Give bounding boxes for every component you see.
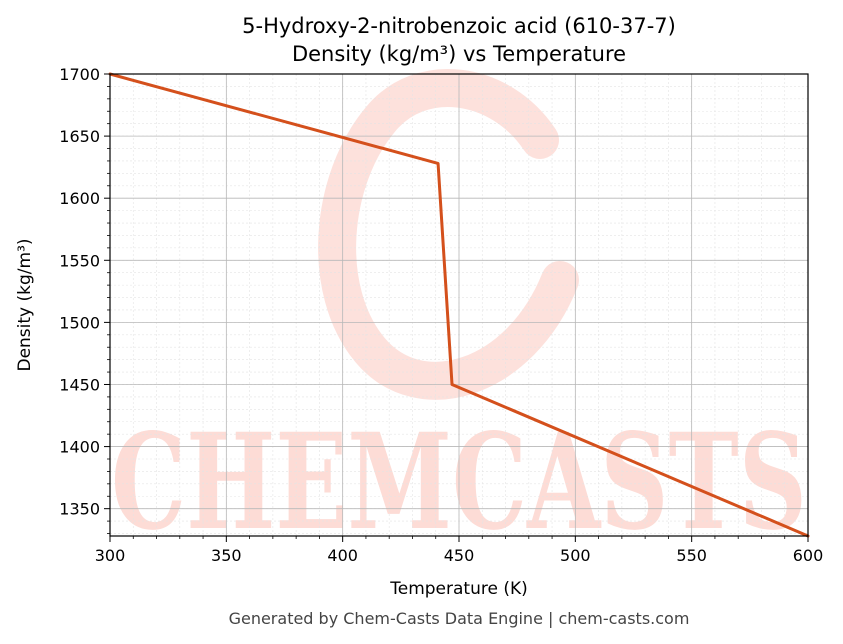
y-tick-label: 1600 [59,189,100,208]
series-layer [108,72,810,538]
y-tick-label: 1450 [59,375,100,394]
y-tick-label: 1400 [59,438,100,457]
chart-title-line2: Density (kg/m³) vs Temperature [292,42,626,66]
density-series-line [108,72,810,538]
x-tick-label: 350 [211,546,242,565]
x-tick-label: 550 [676,546,707,565]
y-tick-label: 1700 [59,65,100,84]
x-axis-label: Temperature (K) [389,579,528,599]
x-tick-label: 300 [95,546,126,565]
y-axis: 1350 1400 1450 1500 1550 1600 1650 1700 [59,65,110,534]
y-axis-label: Density (kg/m³) [15,238,35,371]
y-tick-label: 1550 [59,251,100,270]
x-tick-label: 600 [793,546,824,565]
x-tick-label: 450 [444,546,475,565]
y-tick-label: 1350 [59,500,100,519]
y-tick-label: 1650 [59,127,100,146]
footer-credit: Generated by Chem-Casts Data Engine | ch… [229,609,690,628]
watermark-swirl [318,69,579,400]
x-axis: 300 350 400 450 500 550 600 [95,536,824,565]
y-tick-label: 1500 [59,313,100,332]
x-tick-label: 400 [327,546,358,565]
chart-title-line1: 5-Hydroxy-2-nitrobenzoic acid (610-37-7) [242,14,676,38]
x-tick-label: 500 [560,546,591,565]
